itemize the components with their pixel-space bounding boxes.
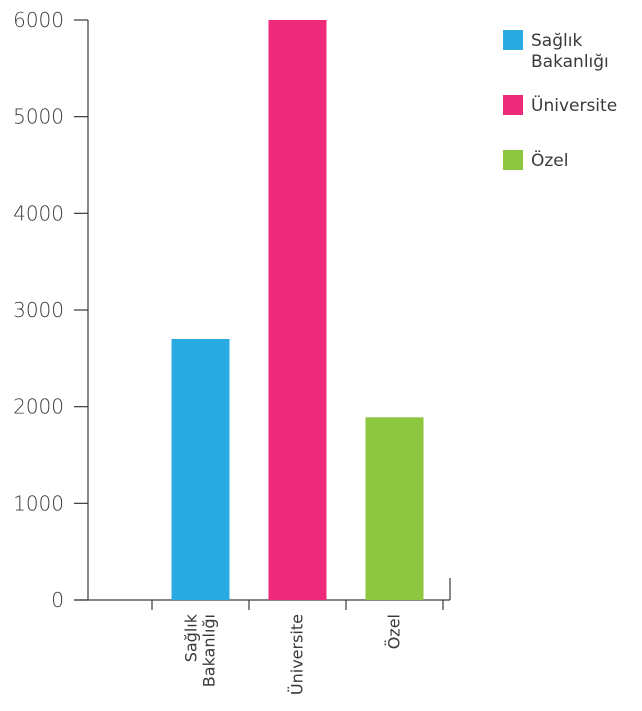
y-tick-label: 4000 [13,201,64,225]
y-tick-label: 5000 [13,105,64,129]
category-label: Bakanlığı [200,614,219,687]
legend-swatch [503,150,523,170]
y-axis: 0 1000 2000 3000 4000 5000 6000 [13,8,88,612]
bar-2 [269,20,327,600]
bar-1 [172,339,230,600]
category-label: Özel [385,614,404,649]
y-tick-label: 6000 [13,8,64,32]
legend-label: Özel [531,149,569,171]
legend-swatch [503,95,523,115]
legend-label: Bakanlığı [531,52,609,72]
y-tick-label: 0 [51,588,64,612]
category-label: Sağlık [182,613,201,662]
legend-label: Üniversite [531,94,617,116]
bar-3 [366,417,424,600]
category-label: Üniversite [288,614,307,695]
category-labels: Sağlık Bakanlığı Üniversite Özel [182,613,404,695]
legend-swatch [503,30,523,50]
y-tick-label: 1000 [13,491,64,515]
legend-label: Sağlık [531,31,582,51]
y-tick-label: 2000 [13,395,64,419]
bars [172,20,424,600]
y-tick-label: 3000 [13,298,64,322]
